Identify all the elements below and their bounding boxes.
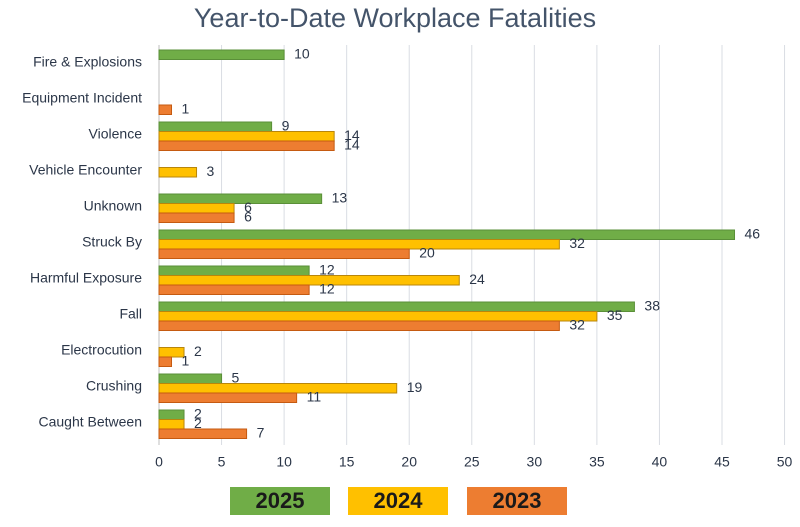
x-tick-label: 35 bbox=[589, 454, 605, 470]
value-label: 6 bbox=[244, 199, 252, 215]
bar bbox=[158, 373, 223, 384]
value-label: 12 bbox=[319, 281, 335, 297]
y-tick-label: Crushing bbox=[86, 378, 142, 394]
legend-label: 2023 bbox=[493, 488, 542, 513]
value-label: 9 bbox=[282, 118, 290, 134]
legend-swatch bbox=[348, 487, 448, 515]
bar bbox=[158, 49, 285, 60]
value-label: 24 bbox=[469, 271, 485, 287]
bar bbox=[158, 104, 173, 115]
bar bbox=[158, 419, 185, 430]
bar bbox=[158, 248, 410, 259]
value-label: 38 bbox=[644, 298, 660, 314]
bar bbox=[158, 167, 198, 178]
value-label: 7 bbox=[257, 425, 265, 441]
x-tick-label: 5 bbox=[218, 454, 226, 470]
x-tick-label: 45 bbox=[714, 454, 730, 470]
bar bbox=[158, 392, 298, 403]
x-tick-label: 10 bbox=[276, 454, 292, 470]
bar bbox=[158, 140, 335, 151]
value-label: 2 bbox=[194, 415, 202, 431]
y-tick-label: Caught Between bbox=[38, 414, 142, 430]
bar bbox=[158, 203, 235, 214]
bar bbox=[158, 131, 335, 142]
y-tick-label: Fire & Explosions bbox=[33, 54, 142, 70]
value-label: 46 bbox=[745, 226, 761, 242]
value-label: 1 bbox=[182, 101, 190, 117]
bar bbox=[158, 356, 173, 367]
value-label: 2 bbox=[194, 406, 202, 422]
y-tick-label: Vehicle Encounter bbox=[29, 162, 142, 178]
value-label: 14 bbox=[344, 137, 360, 153]
value-label: 11 bbox=[307, 389, 322, 405]
x-tick-label: 50 bbox=[777, 454, 793, 470]
value-label: 20 bbox=[419, 245, 435, 261]
legend-swatch bbox=[467, 487, 567, 515]
bar bbox=[158, 409, 185, 420]
value-label: 6 bbox=[244, 209, 252, 225]
bar bbox=[158, 229, 736, 240]
value-label: 12 bbox=[319, 262, 335, 278]
x-tick-label: 20 bbox=[401, 454, 417, 470]
value-label: 2 bbox=[194, 343, 202, 359]
legend-swatch bbox=[230, 487, 330, 515]
bar bbox=[158, 428, 248, 439]
x-tick-label: 25 bbox=[464, 454, 480, 470]
x-tick-label: 0 bbox=[155, 454, 163, 470]
chart-title: Year-to-Date Workplace Fatalities bbox=[194, 3, 596, 33]
value-label: 19 bbox=[407, 379, 423, 395]
bar bbox=[158, 212, 235, 223]
y-tick-label: Fall bbox=[119, 306, 142, 322]
bar bbox=[158, 239, 560, 250]
value-label: 32 bbox=[569, 317, 585, 333]
bar bbox=[158, 383, 398, 394]
value-label: 13 bbox=[332, 190, 348, 206]
value-label: 35 bbox=[607, 307, 623, 323]
bar bbox=[158, 121, 273, 132]
value-label: 14 bbox=[344, 127, 360, 143]
bar bbox=[158, 301, 635, 312]
x-tick-label: 30 bbox=[527, 454, 543, 470]
value-label: 5 bbox=[232, 370, 240, 386]
y-tick-label: Violence bbox=[89, 126, 143, 142]
y-tick-label: Equipment Incident bbox=[22, 90, 142, 106]
y-tick-label: Harmful Exposure bbox=[30, 270, 142, 286]
value-label: 3 bbox=[207, 163, 215, 179]
bar bbox=[158, 320, 560, 331]
y-tick-label: Electrocution bbox=[61, 342, 142, 358]
legend-label: 2025 bbox=[256, 488, 305, 513]
bar bbox=[158, 311, 598, 322]
value-label: 32 bbox=[569, 235, 585, 251]
bar bbox=[158, 265, 310, 276]
value-label: 10 bbox=[294, 46, 310, 62]
bar bbox=[158, 193, 323, 204]
bar bbox=[158, 275, 460, 286]
value-label: 1 bbox=[182, 353, 190, 369]
x-tick-label: 15 bbox=[339, 454, 355, 470]
bar bbox=[158, 347, 185, 358]
bar bbox=[158, 284, 310, 295]
legend-label: 2024 bbox=[374, 488, 424, 513]
y-tick-label: Struck By bbox=[82, 234, 142, 250]
y-tick-label: Unknown bbox=[84, 198, 142, 214]
x-tick-label: 40 bbox=[652, 454, 668, 470]
